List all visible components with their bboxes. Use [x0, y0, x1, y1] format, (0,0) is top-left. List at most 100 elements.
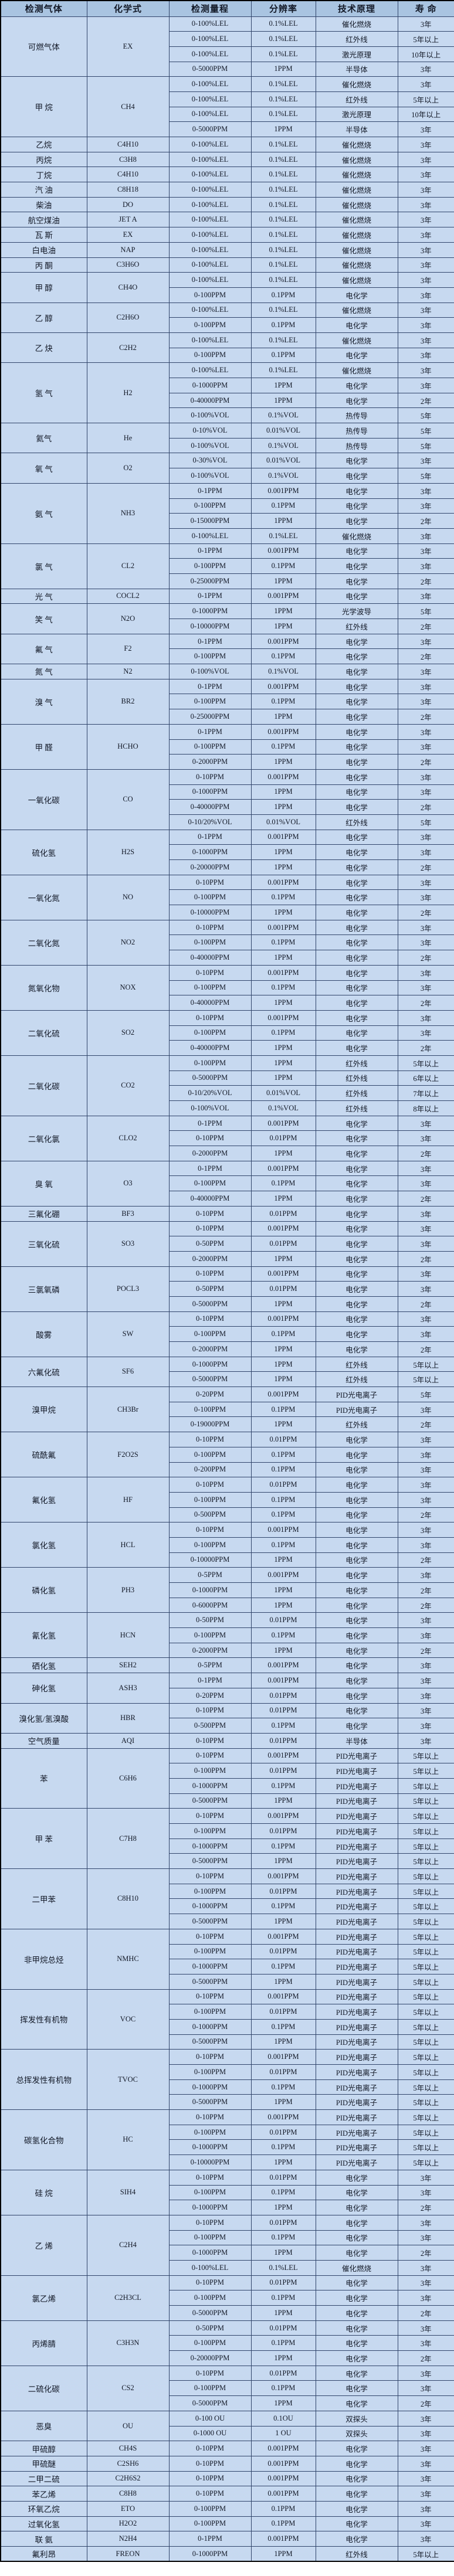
table-row: 0-100PPM 0.1PPM 电化学 3年 [1, 1537, 454, 1553]
table-row: 0-1000PPM 0.1PPM PID光电离子 5年以上 [1, 1959, 454, 1975]
resolution-cell: 1PPM [250, 709, 316, 725]
table-row: 溴甲烷 CH3Br 0-20PPM 0.001PPM PID光电离子 5年 [0, 1386, 454, 1433]
formula-cell: H2S [86, 829, 170, 875]
range-cell: 0-10PPM [168, 1221, 252, 1237]
table-row: 硒化氢 SEH2 0-5PPM 0.001PPM 电化学 3年 [0, 1657, 454, 1674]
principle-cell: 电化学 [315, 1221, 398, 1237]
lifespan-cell: 10年以上 [397, 106, 454, 123]
lifespan-cell: 3年 [397, 2259, 454, 2276]
gas-name-cell: 三氯氧磷 [0, 1266, 87, 1312]
formula-cell: ETO [86, 2500, 170, 2517]
range-cell: 0-1PPM [168, 482, 252, 499]
lifespan-cell: 3年 [397, 2516, 454, 2532]
lifespan-cell: 3年 [397, 1205, 454, 1222]
principle-cell: 电化学 [315, 1627, 398, 1643]
gas-name-cell: 氯 气 [0, 543, 87, 589]
lifespan-cell: 5年以上 [397, 2049, 454, 2065]
table-row: 0-100PPM 0.1PPM 电化学 3年 [1, 1025, 454, 1041]
principle-cell: 红外线 [315, 1070, 398, 1086]
principle-cell: 电化学 [315, 453, 398, 469]
range-cell: 0-10PPM [168, 1010, 252, 1026]
range-cell: 0-100PPM [168, 1763, 252, 1779]
table-row: 0-40000PPM 1PPM 电化学 2年 [1, 392, 454, 409]
table-row: 0-1000PPM 1PPM 电化学 2年 [1, 1582, 454, 1598]
resolution-cell: 1PPM [250, 844, 316, 860]
lifespan-cell: 2年 [397, 754, 454, 770]
table-row: 甲硫醚 C2SH6 0-10PPM 0.001PPM 电化学 3年 [0, 2455, 454, 2472]
lifespan-cell: 3年 [397, 694, 454, 710]
principle-cell: 电化学 [315, 754, 398, 770]
formula-cell: C6H6 [86, 1748, 170, 1809]
lifespan-cell: 3年 [397, 1221, 454, 1237]
gas-name-cell: 甲 醛 [0, 723, 87, 770]
gas-name-cell: 乙 烯 [0, 2214, 87, 2276]
lifespan-cell: 3年 [397, 212, 454, 228]
principle-cell: 催化燃烧 [315, 227, 398, 243]
range-cell: 0-100PPM [168, 498, 252, 514]
range-cell: 0-1000PPM [168, 1898, 252, 1915]
table-row: 0-5000PPM 1PPM PID光电离子 5年以上 [1, 2094, 454, 2111]
table-row: 溴化氢/氢溴酸 HBR 0-10PPM 0.01PPM 电化学 3年 [0, 1702, 454, 1734]
resolution-cell: 0.1PPM [250, 1838, 316, 1854]
gas-name-cell: 环氧乙烷 [0, 2500, 87, 2517]
lifespan-cell: 3年 [397, 769, 454, 785]
gas-name-cell: 空气质量 [0, 1732, 87, 1749]
table-row: 氯化氢 HCL 0-10PPM 0.001PPM 电化学 3年 [0, 1522, 454, 1568]
resolution-cell: 0.1PPM [250, 1401, 316, 1418]
lifespan-cell: 3年 [397, 1537, 454, 1553]
table-row: 0-100PPM 0.1PPM PID光电离子 3年 [1, 1401, 454, 1418]
table-row: 0-10000PPM 1PPM 红外线 2年 [1, 618, 454, 634]
lifespan-cell: 3年 [397, 362, 454, 378]
table-row: 氯乙烯 C2H3CL 0-10PPM 0.01PPM 电化学 3年 [0, 2275, 454, 2321]
lifespan-cell: 3年 [397, 227, 454, 243]
lifespan-cell: 3年 [397, 1311, 454, 1327]
range-cell: 0-50PPM [168, 1281, 252, 1297]
principle-cell: 电化学 [315, 784, 398, 800]
header-row: 检测气体 化学式 检测量程 分辨率 技术原理 寿 命 [0, 0, 454, 17]
formula-cell: BR2 [86, 678, 170, 725]
resolution-cell: 1PPM [250, 2305, 316, 2321]
formula-cell: C2H2 [86, 332, 170, 363]
lifespan-cell: 5年以上 [397, 2139, 454, 2156]
lifespan-cell: 2年 [397, 648, 454, 665]
range-cell: 0-5PPM [168, 1567, 252, 1583]
lifespan-cell: 3年 [397, 482, 454, 499]
lifespan-cell: 5年以上 [397, 2094, 454, 2111]
lifespan-cell: 2年 [397, 392, 454, 409]
range-cell: 0-1PPM [168, 588, 252, 604]
gas-name-cell: 二甲二硫 [0, 2470, 87, 2487]
lifespan-cell: 3年 [397, 1687, 454, 1704]
range-cell: 0-1PPM [168, 2531, 252, 2547]
principle-cell: 电化学 [315, 829, 398, 845]
principle-cell: 电化学 [315, 739, 398, 755]
table-row: 可燃气体 EX 0-100%LEL 0.1%LEL 催化燃烧 3年 [0, 16, 454, 77]
resolution-cell: 1PPM [250, 2094, 316, 2111]
range-cell: 0-100%VOL [168, 664, 252, 679]
lifespan-cell: 3年 [397, 302, 454, 318]
formula-cell: EX [86, 16, 170, 77]
lifespan-cell: 2年 [397, 1507, 454, 1523]
principle-cell: 电化学 [315, 889, 398, 906]
formula-cell: C4H10 [86, 137, 170, 152]
range-cell: 0-5000PPM [168, 1296, 252, 1312]
resolution-cell: 0.1PPM [250, 2184, 316, 2201]
resolution-cell: 0.1%LEL [250, 257, 316, 273]
table-row: 环氧乙烷 ETO 0-100PPM 0.1PPM 电化学 3年 [0, 2500, 454, 2517]
lifespan-cell: 5年以上 [397, 1356, 454, 1372]
lifespan-cell: 5年以上 [397, 2079, 454, 2095]
lifespan-cell: 5年以上 [397, 1823, 454, 1839]
table-row: 0-10PPM 0.01PPM 电化学 3年 [1, 1130, 454, 1147]
table-row: 0-2000PPM 1PPM 电化学 2年 [1, 754, 454, 770]
range-cell: 0-10PPM [168, 874, 252, 891]
table-row: 0-100PPM 0.1PPM 电化学 3年 [1, 1627, 454, 1643]
lifespan-cell: 3年 [397, 889, 454, 906]
table-row: 0-5000PPM 1PPM PID光电离子 5年以上 [1, 1914, 454, 1929]
formula-cell: CH3Br [86, 1386, 170, 1433]
principle-cell: 催化燃烧 [315, 151, 398, 168]
range-cell: 0-10PPM [168, 1432, 252, 1447]
resolution-cell: 1PPM [250, 1914, 316, 1929]
header-range: 检测量程 [168, 0, 252, 17]
lifespan-cell: 3年 [397, 347, 454, 363]
gas-name-cell: 甲 醇 [0, 272, 87, 303]
resolution-cell: 1PPM [250, 1191, 316, 1207]
